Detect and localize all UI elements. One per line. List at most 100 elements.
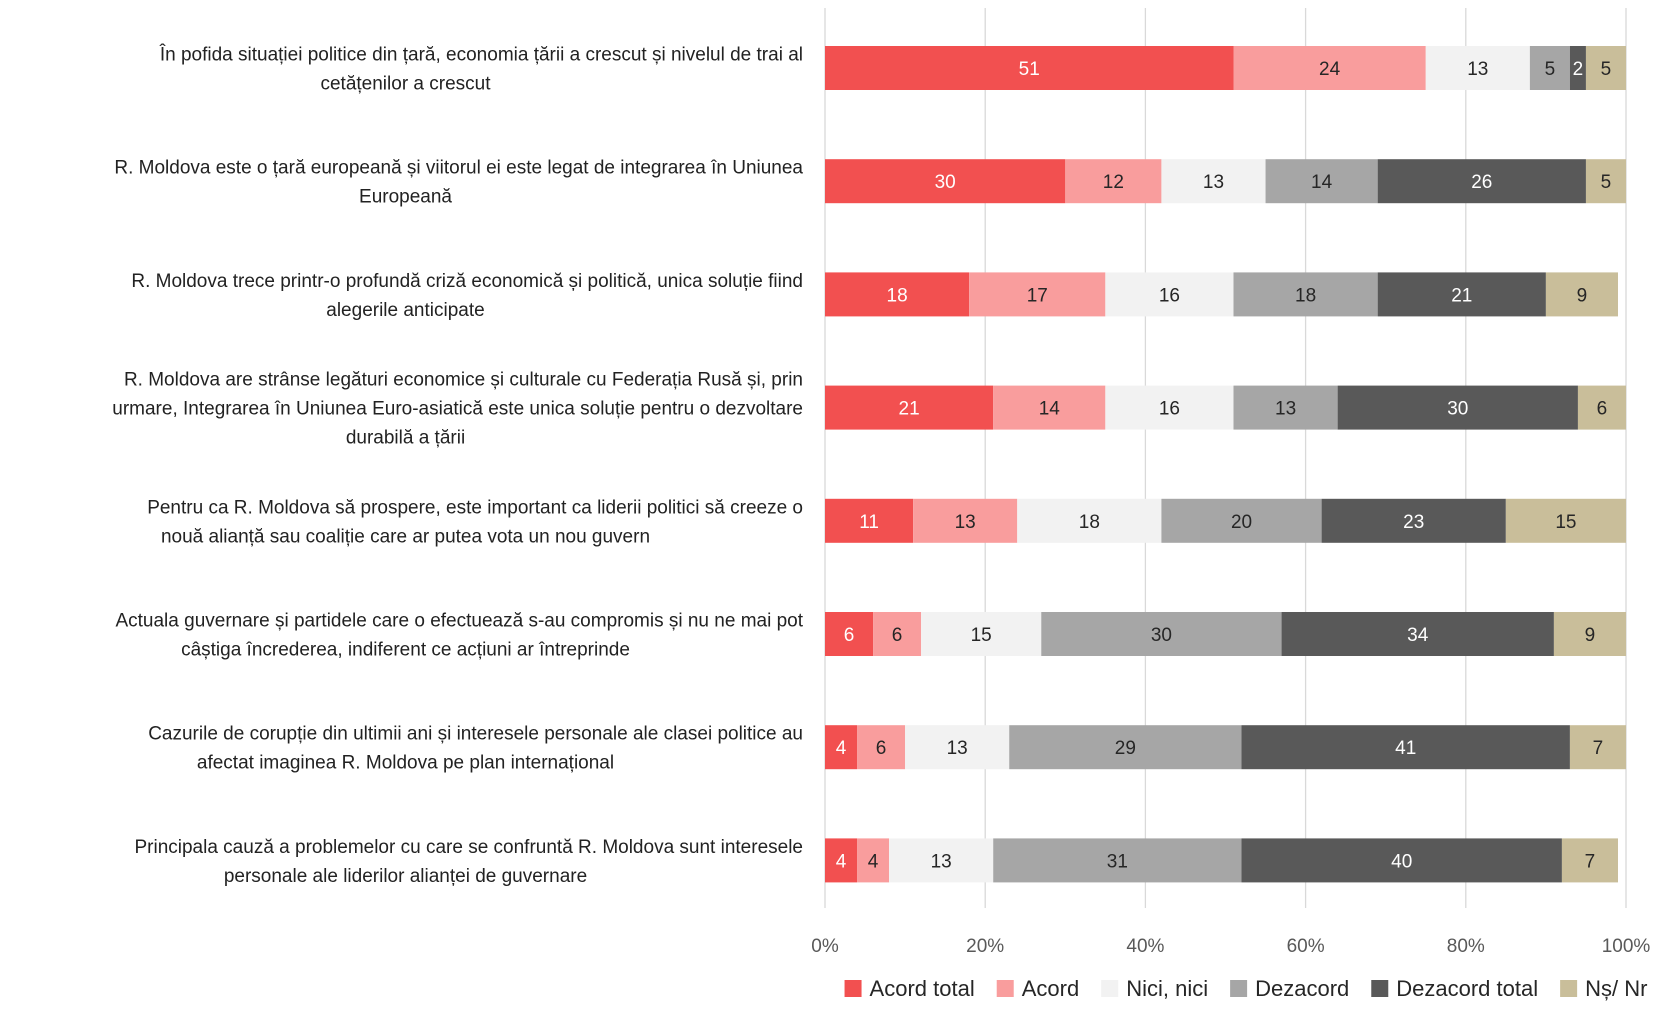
category-label: cetățenilor a crescut bbox=[320, 74, 491, 95]
bar-segment bbox=[1161, 159, 1266, 204]
data-label: 4 bbox=[836, 851, 847, 872]
bar-segment bbox=[889, 838, 994, 883]
legend-swatch bbox=[1560, 980, 1578, 997]
bar-segment bbox=[1105, 272, 1234, 317]
category-label: afectat imaginea R. Moldova pe plan inte… bbox=[197, 753, 614, 774]
legend-label: Nici, nici bbox=[1126, 976, 1208, 1001]
legend-label: Nș/ Nr bbox=[1585, 976, 1647, 1001]
bar-segment bbox=[905, 725, 1010, 770]
bar-segment bbox=[1529, 46, 1570, 90]
bar-segment bbox=[1377, 272, 1546, 317]
data-label: 12 bbox=[1103, 172, 1124, 193]
category-label: Principala cauză a problemelor cu care s… bbox=[134, 837, 803, 858]
data-label: 20 bbox=[1231, 512, 1252, 533]
bar-segment bbox=[1241, 725, 1570, 770]
data-label: 6 bbox=[844, 625, 855, 646]
data-label: 4 bbox=[836, 738, 847, 759]
data-label: 13 bbox=[947, 738, 968, 759]
data-label: 13 bbox=[1467, 59, 1488, 80]
data-label: 16 bbox=[1159, 285, 1180, 306]
data-label: 15 bbox=[1555, 512, 1576, 533]
data-label: 21 bbox=[899, 399, 920, 420]
gridlines bbox=[824, 8, 1627, 908]
bar-segment bbox=[1569, 725, 1626, 770]
category-label: Pentru ca R. Moldova să prospere, este i… bbox=[147, 497, 803, 518]
bar-segment bbox=[1233, 385, 1338, 430]
bar-segment bbox=[857, 725, 906, 770]
bar-segment bbox=[1017, 498, 1162, 543]
data-label: 17 bbox=[1027, 285, 1048, 306]
data-label: 14 bbox=[1311, 172, 1333, 193]
category-label: alegerile anticipate bbox=[326, 300, 484, 321]
bar-segment bbox=[1281, 612, 1554, 656]
x-tick-label: 80% bbox=[1447, 936, 1485, 957]
x-tick-label: 20% bbox=[966, 936, 1004, 957]
bar-segment bbox=[1553, 612, 1626, 656]
category-label: câștiga încrederea, indiferent ce acțiun… bbox=[181, 640, 630, 661]
category-label: durabilă a țării bbox=[346, 428, 465, 449]
bar-segment bbox=[825, 838, 858, 883]
bar-segment bbox=[969, 272, 1106, 317]
bar-segment bbox=[1241, 838, 1562, 883]
data-label: 41 bbox=[1395, 738, 1416, 759]
data-label: 30 bbox=[1151, 625, 1172, 646]
bar-segment bbox=[1377, 159, 1586, 204]
data-label: 31 bbox=[1107, 851, 1128, 872]
bar-segment bbox=[993, 385, 1106, 430]
data-label: 14 bbox=[1039, 399, 1061, 420]
data-label: 11 bbox=[859, 512, 879, 533]
data-label: 40 bbox=[1391, 851, 1412, 872]
bars: 51 24 13 5 2 530 12 13 14 26 518 17 16 18 21 921 14 16 13 3… bbox=[825, 46, 1626, 883]
category-label: Europeană bbox=[359, 187, 452, 208]
legend-swatch bbox=[996, 980, 1014, 997]
data-label: 18 bbox=[887, 285, 908, 306]
bar-segment bbox=[825, 159, 1066, 204]
bar-segment bbox=[993, 838, 1242, 883]
bar-segment bbox=[1577, 385, 1626, 430]
bar-segment bbox=[1561, 838, 1618, 883]
bar-segment bbox=[1585, 46, 1626, 90]
data-label: 13 bbox=[1203, 172, 1224, 193]
data-label: 7 bbox=[1593, 738, 1604, 759]
data-label: 51 bbox=[1019, 59, 1040, 80]
category-label: urmare, Integrarea în Uniunea Euro-asiat… bbox=[112, 399, 803, 420]
bar-segment bbox=[825, 725, 858, 770]
bar-segment bbox=[1545, 272, 1618, 317]
bar-segment bbox=[1321, 498, 1506, 543]
x-tick-label: 0% bbox=[811, 936, 839, 957]
data-label: 4 bbox=[868, 851, 879, 872]
data-label: 2 bbox=[1573, 59, 1584, 80]
category-label: personale ale liderilor alianței de guve… bbox=[224, 866, 587, 887]
bar-segment bbox=[1233, 46, 1426, 90]
data-label: 18 bbox=[1295, 285, 1316, 306]
x-axis-tick-labels: 0% 20% 40% 60% 80% 100% bbox=[811, 936, 1650, 957]
data-label: 26 bbox=[1471, 172, 1492, 193]
bar-segment bbox=[825, 272, 970, 317]
category-label: nouă alianță sau coaliție care ar putea … bbox=[161, 526, 650, 547]
category-label: R. Moldova trece printr-o profundă criză… bbox=[131, 271, 803, 292]
data-label: 30 bbox=[1447, 399, 1468, 420]
category-label: R. Moldova are strânse legături economic… bbox=[124, 370, 803, 391]
data-label: 5 bbox=[1601, 172, 1612, 193]
legend-label: Dezacord total bbox=[1396, 976, 1538, 1001]
data-label: 15 bbox=[971, 625, 992, 646]
category-labels: În pofida situației politice din țară, e… bbox=[112, 44, 803, 887]
bar-segment bbox=[825, 46, 1234, 90]
x-tick-label: 100% bbox=[1602, 936, 1651, 957]
data-label: 7 bbox=[1585, 851, 1596, 872]
bar-segment bbox=[1425, 46, 1530, 90]
data-label: 6 bbox=[892, 625, 903, 646]
category-label: În pofida situației politice din țară, e… bbox=[159, 44, 803, 66]
data-label: 30 bbox=[935, 172, 956, 193]
data-label: 13 bbox=[931, 851, 952, 872]
bar-segment bbox=[1337, 385, 1578, 430]
legend-swatch bbox=[1101, 980, 1119, 997]
data-label: 5 bbox=[1545, 59, 1556, 80]
legend-label: Acord total bbox=[870, 976, 975, 1001]
data-label: 9 bbox=[1577, 285, 1588, 306]
bar-segment bbox=[1505, 498, 1626, 543]
data-label: 29 bbox=[1115, 738, 1136, 759]
data-label: 9 bbox=[1585, 625, 1596, 646]
